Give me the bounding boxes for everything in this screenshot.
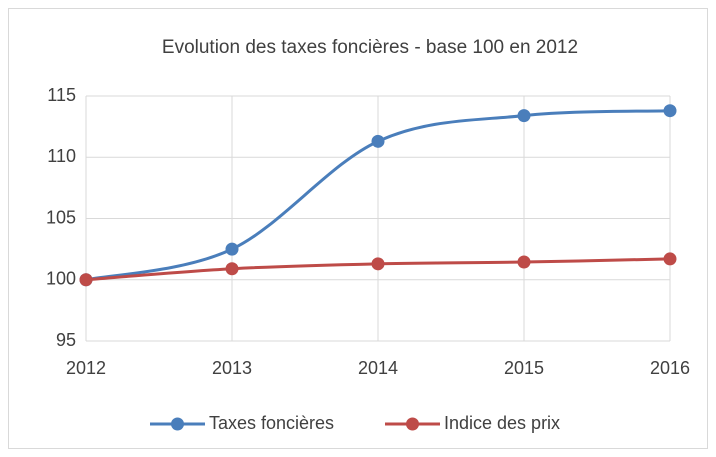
y-tick-label: 105 — [46, 207, 76, 227]
chart-border — [8, 8, 708, 449]
x-tick-label: 2013 — [212, 358, 252, 378]
x-tick-label: 2012 — [66, 358, 106, 378]
marker — [517, 255, 531, 269]
legend-marker — [406, 417, 419, 431]
marker — [371, 134, 385, 148]
marker — [663, 104, 677, 118]
marker — [517, 109, 531, 123]
legend-marker — [171, 417, 184, 431]
y-tick-label: 115 — [47, 85, 76, 105]
x-tick-label: 2016 — [650, 358, 690, 378]
x-tick-label: 2014 — [358, 358, 398, 378]
marker — [371, 257, 385, 271]
legend-label: Taxes foncières — [209, 413, 334, 433]
y-tick-label: 100 — [46, 269, 76, 289]
chart-title: Evolution des taxes foncières - base 100… — [162, 37, 578, 58]
marker — [225, 242, 239, 256]
x-tick-label: 2015 — [504, 358, 544, 378]
marker — [225, 262, 239, 276]
y-tick-label: 95 — [56, 330, 76, 350]
legend-label: Indice des prix — [444, 413, 560, 433]
marker — [79, 273, 93, 287]
marker — [663, 252, 677, 266]
y-tick-label: 110 — [47, 146, 76, 166]
